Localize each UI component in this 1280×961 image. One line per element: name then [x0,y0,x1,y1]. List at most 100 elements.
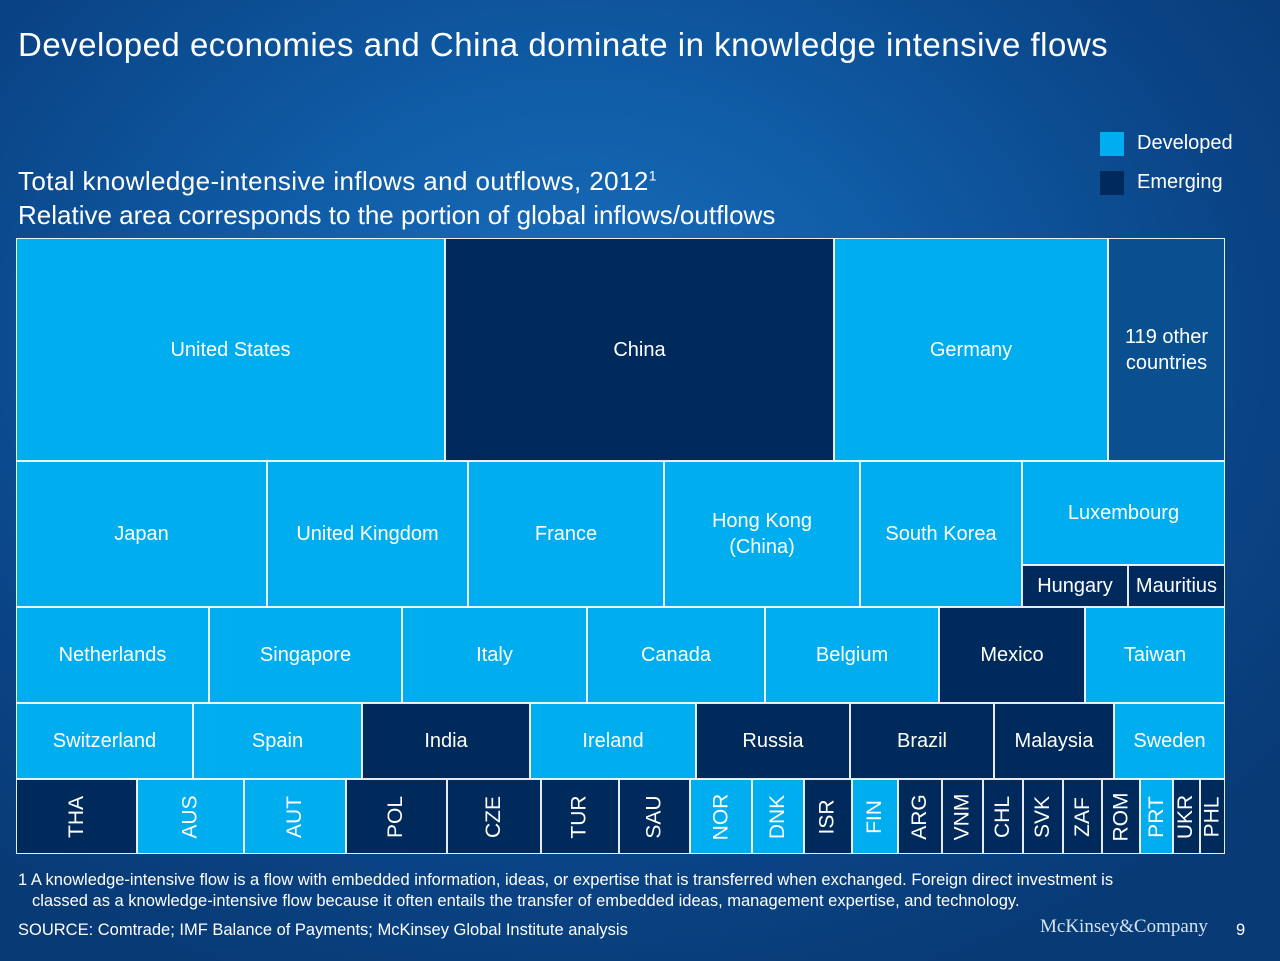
treemap-cell-vnm: VNM [942,779,983,854]
treemap-cell-label: SVK [1031,795,1054,838]
treemap-cell-isr: ISR [804,779,852,854]
treemap-cell-switzerland: Switzerland [16,703,193,779]
legend-label-emerging: Emerging [1137,171,1223,193]
treemap-cell-label: Malaysia [1014,730,1094,752]
treemap-cell-label: 119 other countries [1124,325,1209,374]
treemap-cell-label: Ireland [582,730,644,752]
treemap-cell-united-kingdom: United Kingdom [267,461,468,607]
treemap-cell-mexico: Mexico [939,607,1085,703]
treemap-cell-italy: Italy [402,607,587,703]
treemap-cell-ukr: UKR [1173,779,1200,854]
page-number: 9 [1236,921,1246,939]
subtitle-line1: Total knowledge-intensive inflows and ou… [18,166,649,196]
treemap-cell-label: South Korea [885,523,997,545]
treemap-cell-netherlands: Netherlands [16,607,209,703]
legend-item-developed: Developed [1100,131,1233,156]
legend-label-developed: Developed [1137,132,1233,154]
treemap-cell-label: Spain [251,730,304,752]
treemap-cell-label: Belgium [815,644,889,666]
treemap-cell-label: DNK [766,794,789,839]
treemap-cell-label: Luxembourg [1067,502,1180,524]
treemap-cell-hungary: Hungary [1022,565,1128,607]
treemap-cell-pol: POL [346,779,447,854]
treemap-cell-label: PRT [1144,795,1168,838]
treemap-cell-label: TUR [567,794,591,839]
treemap-cell-malaysia: Malaysia [994,703,1114,779]
treemap-cell-label: Russia [742,730,804,752]
treemap-cell-label: Taiwan [1123,644,1187,666]
treemap-cell-arg: ARG [898,779,942,854]
treemap-cell-label: ISR [815,798,839,835]
treemap-cell-belgium: Belgium [765,607,939,703]
treemap-cell-label: Germany [929,338,1013,361]
legend-item-emerging: Emerging [1100,170,1233,195]
treemap-cell-label: THA [64,795,88,838]
treemap-cell-label: India [424,730,468,752]
treemap-cell-luxembourg: Luxembourg [1022,461,1225,565]
treemap-cell-japan: Japan [16,461,267,607]
chart-subtitle: Total knowledge-intensive inflows and ou… [18,166,657,197]
treemap-cell-zaf: ZAF [1063,779,1102,854]
treemap-cell-tha: THA [16,779,137,854]
footnote-marker: 1 [648,167,657,184]
treemap-cell-united-states: United States [16,238,445,461]
legend: Developed Emerging [1100,131,1233,209]
treemap-cell-label: NOR [708,793,732,840]
treemap-cell-label: Italy [476,644,513,666]
treemap-cell-sau: SAU [619,779,690,854]
treemap-cell-label: France [534,523,598,545]
legend-swatch-emerging [1100,170,1124,195]
treemap-cell-aut: AUT [244,779,346,854]
treemap-cell-label: Canada [640,644,712,666]
treemap-cell-fin: FIN [852,779,898,854]
treemap-cell-rom: ROM [1102,779,1140,854]
treemap-cell-india: India [362,703,530,779]
treemap-cell-phl: PHL [1200,779,1225,854]
footnote-line1: 1 A knowledge-intensive flow is a flow w… [18,871,1114,889]
treemap-cell-label: POL [384,795,408,838]
treemap-cell-mauritius: Mauritius [1128,565,1225,607]
treemap-cell-cze: CZE [447,779,541,854]
treemap-cell-label: CHL [991,795,1015,838]
treemap-cell-nor: NOR [690,779,752,854]
treemap-cell-label: FIN [862,799,886,834]
treemap-cell-sweden: Sweden [1114,703,1225,779]
treemap-cell-label: Hong Kong (China) [711,510,813,558]
treemap-cell-label: AUS [178,794,202,839]
treemap-cell-taiwan: Taiwan [1085,607,1225,703]
treemap-cell-label: Singapore [259,644,352,666]
treemap-cell-label: Hungary [1037,575,1113,597]
treemap-cell-france: France [468,461,664,607]
chart-description: Relative area corresponds to the portion… [18,200,776,230]
treemap-cell-label: China [613,338,666,361]
treemap-cell-canada: Canada [587,607,765,703]
treemap-cell-tur: TUR [541,779,619,854]
treemap-cell-label: United States [170,338,291,361]
company-logo: McKinsey&Company [1040,916,1208,937]
treemap-cell-label: ARG [908,793,932,840]
treemap-cell-label: United Kingdom [296,523,439,545]
treemap-cell-singapore: Singapore [209,607,402,703]
treemap-cell-chl: CHL [983,779,1023,854]
treemap-cell-119-other-countries: 119 other countries [1108,238,1225,461]
treemap-cell-china: China [445,238,834,461]
treemap-cell-label: PHL [1200,796,1224,837]
footnote-line2: classed as a knowledge-intensive flow be… [32,892,1020,910]
treemap-cell-spain: Spain [193,703,362,779]
page-title: Developed economies and China dominate i… [18,26,1109,63]
treemap-cell-ireland: Ireland [530,703,696,779]
treemap-cell-label: SAU [642,794,666,839]
treemap-cell-label: Mexico [980,644,1044,666]
treemap-cell-label: ZAF [1070,796,1094,837]
treemap-cell-svk: SVK [1023,779,1063,854]
treemap-cell-label: AUT [283,795,306,838]
treemap-cell-germany: Germany [834,238,1108,461]
treemap-cell-aus: AUS [137,779,244,854]
treemap-cell-label: ROM [1109,792,1132,841]
legend-swatch-developed [1100,131,1124,156]
treemap-cell-label: Brazil [896,730,947,752]
treemap-cell-label: UKR [1174,794,1198,839]
treemap-cell-brazil: Brazil [850,703,994,779]
treemap-cell-label: Netherlands [58,644,167,666]
treemap-cell-prt: PRT [1140,779,1173,854]
